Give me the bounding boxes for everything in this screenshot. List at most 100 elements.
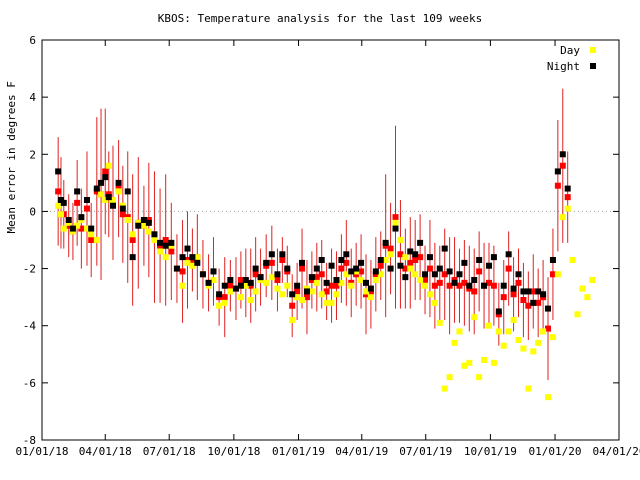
mean-point: [323, 288, 330, 295]
day-point: [227, 288, 234, 295]
night-point: [289, 291, 296, 298]
day-point: [184, 259, 191, 266]
night-point: [535, 288, 542, 295]
night-point: [559, 151, 566, 158]
day-point: [579, 285, 586, 292]
chart-title: KBOS: Temperature analysis for the last …: [157, 12, 483, 25]
night-point: [313, 265, 320, 272]
mean-point: [313, 274, 320, 281]
day-point: [333, 291, 340, 298]
legend-item-night: Night: [547, 58, 596, 74]
day-point: [289, 317, 296, 323]
night-point: [173, 265, 180, 272]
mean-point: [461, 279, 468, 286]
legend-label-day: Day: [560, 43, 580, 57]
mean-point: [549, 271, 556, 278]
day-point: [481, 357, 488, 363]
day-point: [466, 359, 473, 366]
day-point: [569, 257, 576, 263]
mean-point: [303, 294, 310, 301]
night-point: [348, 268, 355, 275]
day-point: [151, 237, 158, 243]
day-point: [397, 237, 404, 243]
night-point: [422, 271, 429, 278]
day-point: [495, 328, 502, 335]
day-point: [221, 299, 228, 306]
mean-point: [397, 251, 404, 258]
mean-point: [333, 282, 340, 289]
night-point: [216, 291, 223, 298]
day-point: [252, 288, 259, 295]
x-tick-label: 07/01/18: [143, 445, 196, 458]
night-point: [88, 225, 95, 232]
night-point: [436, 265, 443, 272]
night-point: [397, 262, 404, 269]
mean-point: [162, 237, 169, 243]
night-point: [227, 277, 234, 283]
mean-point: [431, 282, 438, 289]
day-point: [407, 265, 414, 272]
night-point: [308, 274, 315, 281]
day-point: [358, 277, 365, 283]
day-point: [564, 205, 571, 212]
night-point: [60, 199, 67, 206]
night-point: [328, 262, 335, 269]
night-point: [382, 239, 389, 246]
day-point: [124, 217, 131, 223]
legend-swatch-day: [590, 47, 596, 53]
mean-point: [471, 288, 478, 295]
mean-point: [358, 268, 365, 275]
night-point: [83, 197, 90, 203]
day-point: [367, 294, 374, 301]
night-point: [461, 259, 468, 266]
night-point: [135, 222, 142, 229]
y-tick-label: 0: [29, 205, 36, 218]
day-point: [446, 374, 453, 381]
mean-point: [343, 259, 350, 266]
night-point: [179, 254, 186, 261]
night-point: [221, 282, 228, 289]
night-point: [515, 271, 522, 278]
day-point: [549, 334, 556, 341]
day-point: [237, 294, 244, 301]
night-point: [412, 251, 419, 258]
mean-point: [294, 288, 301, 295]
night-point: [318, 257, 325, 263]
day-point: [412, 271, 419, 278]
day-point: [98, 191, 105, 198]
mean-point: [289, 302, 296, 309]
mean-point: [338, 265, 345, 272]
mean-point: [456, 282, 463, 289]
mean-point: [412, 257, 419, 263]
night-point: [333, 277, 340, 283]
day-point: [216, 302, 223, 309]
night-point: [129, 254, 136, 261]
day-point: [515, 337, 522, 343]
night-point: [387, 265, 394, 272]
night-point: [485, 262, 492, 269]
day-point: [426, 291, 433, 298]
mean-point: [417, 254, 424, 261]
y-tick-label: -4: [23, 320, 37, 333]
night-point: [199, 271, 206, 278]
night-point: [184, 245, 191, 252]
night-point: [151, 231, 158, 238]
night-point: [189, 254, 196, 261]
day-point: [74, 222, 81, 229]
night-point: [446, 268, 453, 275]
x-tick-label: 07/01/19: [399, 445, 452, 458]
night-point: [343, 251, 350, 258]
night-point: [495, 308, 502, 315]
day-point: [456, 328, 463, 335]
day-point: [402, 254, 409, 261]
day-point: [530, 348, 537, 355]
day-point: [584, 294, 591, 301]
day-point: [436, 319, 443, 326]
mean-point: [554, 182, 561, 189]
night-point: [549, 257, 556, 263]
night-point: [407, 248, 414, 255]
mean-point: [426, 265, 433, 272]
night-point: [242, 277, 249, 283]
x-tick-label: 04/01/20: [593, 445, 640, 458]
